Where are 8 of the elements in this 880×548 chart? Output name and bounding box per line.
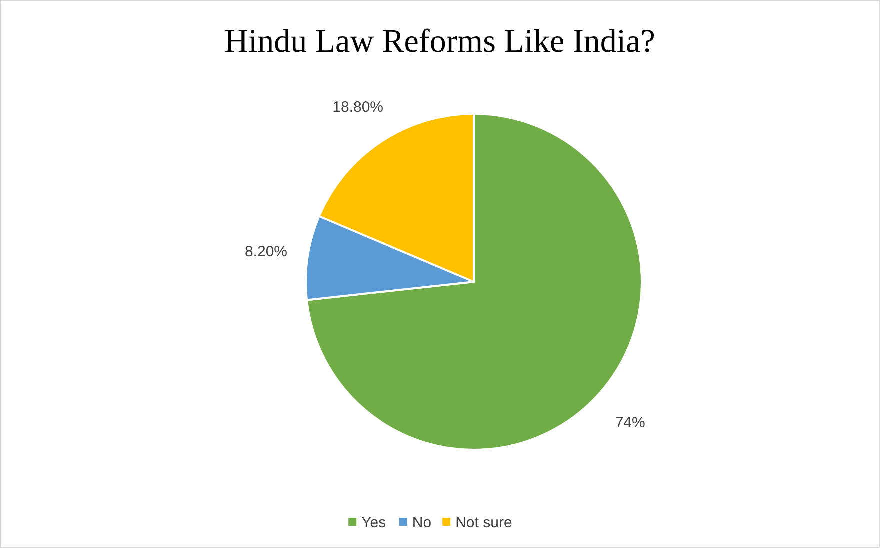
legend-label: No — [412, 514, 432, 532]
data-label: 74% — [615, 414, 646, 432]
data-label: 8.20% — [244, 244, 288, 261]
legend-label: Not sure — [456, 514, 512, 532]
data-label: 18.80% — [332, 99, 384, 116]
pie-slice — [306, 113, 643, 451]
chart-title: Hindu Law Reforms Like India? — [224, 24, 656, 60]
legend-label: Yes — [362, 514, 386, 532]
